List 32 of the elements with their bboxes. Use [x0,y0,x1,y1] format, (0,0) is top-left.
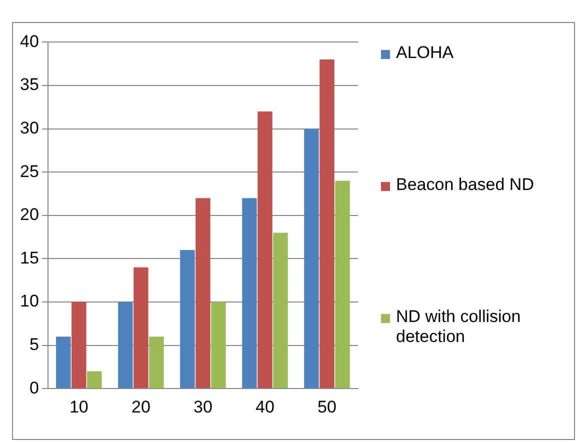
legend-label: Beacon based ND [396,175,534,195]
y-tick-label: 15 [20,248,39,268]
legend-label: ALOHA [396,43,454,63]
bar [304,128,319,388]
y-tick-label: 35 [20,75,39,94]
y-tick-label: 10 [20,292,39,311]
bar [320,60,334,388]
bar [180,250,195,388]
bar [273,232,288,388]
y-tick-label: 40 [20,32,39,51]
x-tick-label: 10 [69,397,88,416]
x-tick-label: 20 [131,397,150,416]
bar [72,302,86,388]
bar [149,336,164,388]
y-tick-label: 5 [29,334,39,354]
x-tick-label: 50 [318,397,336,416]
bar [258,111,272,388]
bar [211,302,226,388]
legend-label: ND with collision detection [396,307,522,347]
bar [196,198,210,388]
bar [56,336,71,388]
bar [335,180,350,388]
y-tick-label: 25 [20,162,39,181]
bar [118,302,133,388]
bar [242,198,257,388]
y-tick-label: 30 [20,118,39,138]
y-tick-label: 20 [20,205,39,224]
x-tick-label: 30 [193,397,212,416]
x-tick-label: 40 [256,397,274,416]
y-tick-label: 0 [29,378,39,398]
bar [87,371,102,388]
bar [134,267,148,388]
